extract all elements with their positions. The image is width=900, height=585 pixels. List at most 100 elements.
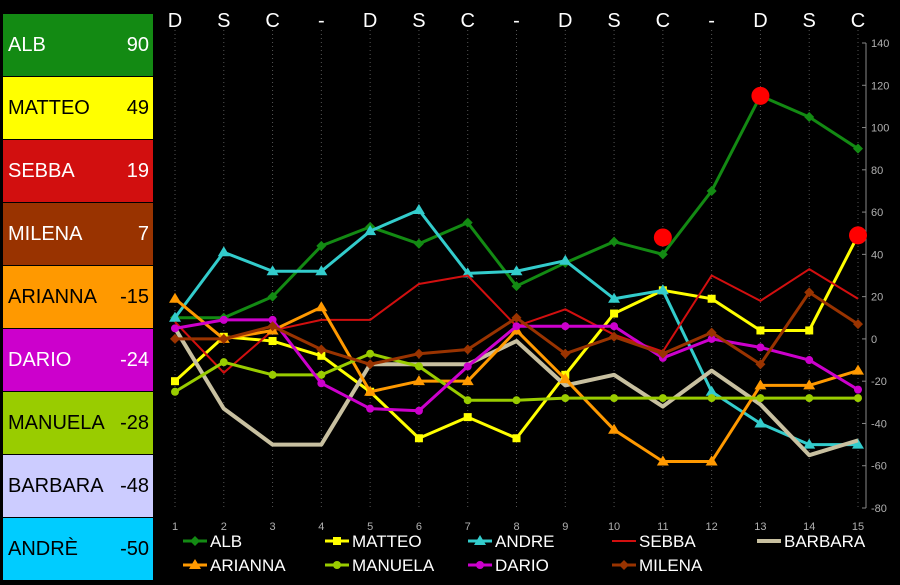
- score-name: SEBBA: [8, 159, 75, 182]
- point-dario: [561, 322, 570, 331]
- point-andre: [705, 385, 718, 396]
- day-label: S: [607, 10, 620, 32]
- legend-marker-arianna: [189, 559, 201, 569]
- point-andre: [559, 254, 572, 265]
- point-milena: [609, 331, 620, 342]
- y-tick-label: 120: [871, 80, 889, 92]
- score-name: ANDRÈ: [8, 537, 79, 560]
- point-milena: [853, 319, 863, 330]
- point-alb: [267, 291, 278, 302]
- point-matteo: [756, 326, 765, 335]
- highlight-dot: [653, 228, 672, 247]
- legend-marker-dario: [476, 561, 484, 569]
- point-alb: [706, 185, 717, 196]
- day-label: C: [851, 10, 865, 32]
- scoreboard: ALB 90 MATTEO 49 SEBBA 19 MILENA 7 ARIANNA -15 DAR…: [3, 14, 153, 580]
- score-value: -28: [120, 411, 149, 434]
- day-label: -: [513, 10, 520, 32]
- score-row-matteo: MATTEO 49: [3, 77, 153, 139]
- legend-label-manuela: MANUELA: [352, 556, 435, 575]
- legend-marker-manuela: [333, 561, 341, 569]
- score-name: MANUELA: [8, 411, 105, 434]
- point-alb: [413, 238, 424, 249]
- score-value: 90: [126, 33, 149, 56]
- point-manuela: [756, 394, 765, 403]
- day-label: S: [803, 10, 816, 32]
- point-manuela: [268, 370, 277, 379]
- point-dario: [317, 379, 326, 388]
- day-label: -: [318, 10, 325, 32]
- score-name: BARBARA: [8, 474, 104, 497]
- x-tick-label: 1: [172, 521, 178, 533]
- x-tick-label: 11: [657, 521, 668, 533]
- x-tick-label: 9: [562, 521, 568, 533]
- point-matteo: [707, 294, 716, 303]
- y-tick-label: -20: [871, 376, 887, 388]
- x-tick-label: 10: [608, 521, 620, 533]
- score-name: DARIO: [8, 348, 72, 371]
- point-dario: [756, 343, 765, 352]
- point-manuela: [171, 387, 179, 396]
- legend-label-arianna: ARIANNA: [210, 556, 286, 575]
- x-tick-label: 14: [803, 521, 815, 533]
- point-dario: [512, 322, 521, 331]
- point-dario: [219, 315, 228, 324]
- point-andre: [266, 265, 279, 276]
- point-dario: [414, 406, 423, 415]
- score-row-sebba: SEBBA 19: [3, 140, 153, 202]
- day-label: D: [558, 10, 572, 32]
- y-tick-label: -60: [871, 461, 887, 473]
- point-alb: [657, 249, 668, 260]
- point-arianna: [656, 455, 669, 466]
- legend-marker-alb: [190, 536, 200, 546]
- highlight-dot: [751, 86, 770, 105]
- y-tick-label: 140: [871, 38, 889, 50]
- point-manuela: [317, 370, 326, 379]
- point-manuela: [561, 394, 570, 403]
- point-manuela: [707, 394, 716, 403]
- x-tick-label: 7: [465, 521, 471, 533]
- point-arianna: [559, 373, 572, 384]
- point-arianna: [852, 364, 864, 375]
- point-dario: [805, 356, 814, 365]
- point-manuela: [414, 362, 423, 371]
- score-value: 19: [126, 159, 149, 182]
- point-manuela: [219, 358, 228, 367]
- highlight-dot: [849, 226, 867, 245]
- x-tick-label: 13: [754, 521, 766, 533]
- point-manuela: [658, 394, 667, 403]
- legend-label-barbara: BARBARA: [784, 532, 866, 551]
- legend-marker-matteo: [333, 537, 341, 545]
- point-arianna: [364, 385, 377, 396]
- legend-label-milena: MILENA: [639, 556, 703, 575]
- score-row-dario: DARIO -24: [3, 329, 153, 391]
- day-label: C: [460, 10, 474, 32]
- point-dario: [366, 404, 375, 413]
- point-matteo: [805, 326, 814, 335]
- y-tick-label: -80: [871, 503, 887, 515]
- point-arianna: [754, 379, 767, 390]
- point-andre: [608, 292, 621, 303]
- point-milena: [316, 344, 327, 355]
- x-tick-label: 6: [416, 521, 422, 533]
- score-value: -48: [120, 474, 149, 497]
- point-milena: [755, 359, 766, 370]
- point-dario: [854, 385, 862, 394]
- point-dario: [707, 334, 716, 343]
- score-row-alb: ALB 90: [3, 14, 153, 76]
- point-manuela: [854, 394, 862, 403]
- day-label: D: [753, 10, 767, 32]
- score-value: 7: [137, 222, 149, 245]
- point-milena: [170, 333, 180, 344]
- point-manuela: [610, 394, 619, 403]
- point-arianna: [608, 423, 621, 434]
- legend-marker-milena: [619, 560, 629, 570]
- point-arianna: [705, 455, 718, 466]
- point-andre: [461, 267, 474, 278]
- point-alb: [804, 111, 815, 122]
- legend-marker-andre: [474, 535, 486, 545]
- x-tick-label: 15: [852, 521, 864, 533]
- score-row-manuela: MANUELA -28: [3, 392, 153, 454]
- point-matteo: [317, 351, 326, 360]
- point-manuela: [805, 394, 814, 403]
